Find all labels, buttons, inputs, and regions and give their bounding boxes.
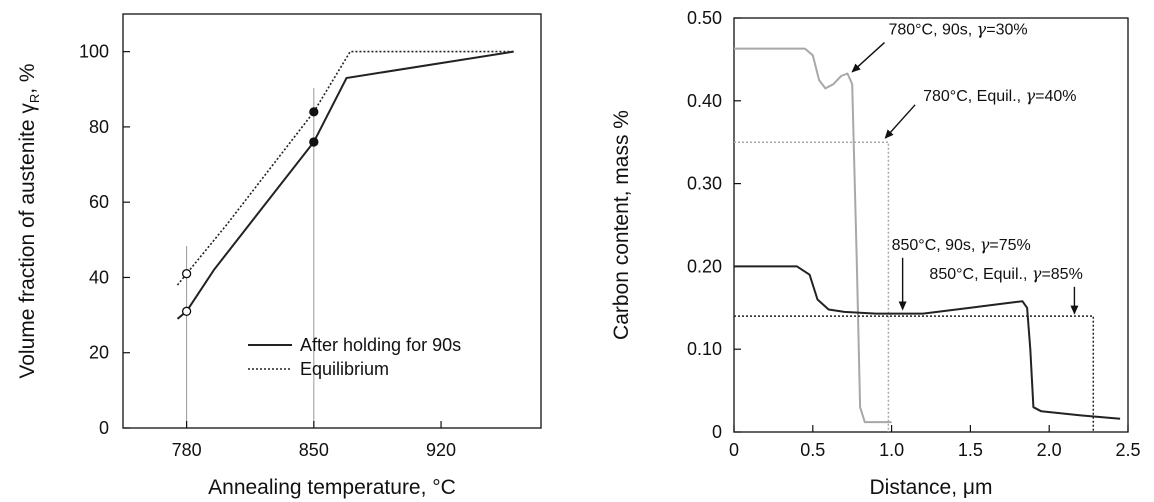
right-x-tick-label-3: 1.5 xyxy=(958,440,983,460)
right-x-tick-label-2: 1.0 xyxy=(879,440,904,460)
left-y-tick-label-2: 40 xyxy=(89,267,109,287)
left-x-axis-label: Annealing temperature, °C xyxy=(208,476,456,499)
right-y-tick-label-4: 0.40 xyxy=(687,91,722,111)
right-x-tick-label-0: 0 xyxy=(729,440,739,460)
legend-label-after-holding: After holding for 90s xyxy=(300,335,461,355)
right-annotation-3: 850°C, Equil., γ=85% xyxy=(929,264,1082,283)
left-data-point-3 xyxy=(309,107,319,117)
right-annotation-0: 780°C, 90s, γ=30% xyxy=(888,20,1027,39)
right-x-tick-label-5: 2.5 xyxy=(1115,440,1140,460)
legend-label-equilibrium: Equilibrium xyxy=(300,359,389,379)
right-series-850-equil xyxy=(734,315,1095,432)
left-series-equilibrium xyxy=(176,50,514,286)
left-data-point-1 xyxy=(181,269,192,279)
left-y-tick-label-1: 20 xyxy=(89,343,109,363)
left-x-tick-label-1: 850 xyxy=(299,440,329,460)
left-y-tick-label-5: 100 xyxy=(79,42,109,62)
right-y-axis-label: Carbon content, mass % xyxy=(610,110,633,340)
left-plot-frame xyxy=(122,13,542,429)
left-legend: After holding for 90s Equilibrium xyxy=(248,335,461,379)
left-y-tick-label-4: 80 xyxy=(89,117,109,137)
right-plot-frame xyxy=(733,17,1129,433)
right-y-tick-label-1: 0.10 xyxy=(687,339,722,359)
left-y-tick-label-0: 0 xyxy=(99,418,109,438)
left-y-axis-label: Volume fraction of austenite γR, % xyxy=(16,63,42,378)
right-x-tick-label-4: 2.0 xyxy=(1037,440,1062,460)
right-y-tick-label-2: 0.20 xyxy=(687,256,722,276)
left-data-point-2 xyxy=(309,137,319,147)
right-y-tick-label-3: 0.30 xyxy=(687,174,722,194)
right-y-tick-label-5: 0.50 xyxy=(687,8,722,28)
right-chart: 0 0.5 1.0 1.5 2.0 2.5 0 0.10 0.20 0.30 0.40 0.50 78… xyxy=(610,8,1141,499)
right-annotation-arrow-1 xyxy=(884,104,916,139)
right-annotation-2: 850°C, 90s, γ=75% xyxy=(892,235,1031,254)
left-x-tick-label-2: 920 xyxy=(426,440,456,460)
right-series-780-90s xyxy=(734,47,892,424)
left-chart: 780 850 920 0 20 40 60 80 100 After holding for … xyxy=(16,13,542,499)
left-y-tick-label-3: 60 xyxy=(89,192,109,212)
right-annotation-arrow-0 xyxy=(851,42,885,73)
right-y-tick-label-0: 0 xyxy=(712,422,722,442)
right-x-tick-label-1: 0.5 xyxy=(800,440,825,460)
left-x-tick-label-0: 780 xyxy=(172,440,202,460)
right-x-axis-label: Distance, μm xyxy=(870,476,993,499)
right-series-780-equil xyxy=(734,141,890,432)
right-annotation-1: 780°C, Equil., γ=40% xyxy=(923,86,1076,105)
left-series-after-holding xyxy=(176,50,514,320)
left-data-point-0 xyxy=(181,306,192,316)
right-series-850-90s xyxy=(734,265,1121,420)
